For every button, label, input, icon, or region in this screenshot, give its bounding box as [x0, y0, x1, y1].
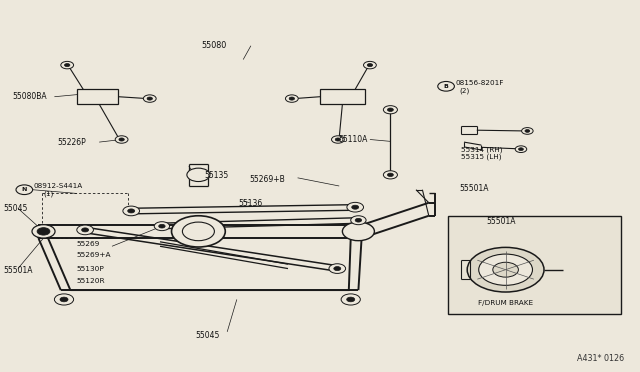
Circle shape: [342, 222, 374, 241]
Text: 55045: 55045: [3, 204, 28, 213]
Text: 55501A: 55501A: [3, 266, 33, 275]
Circle shape: [387, 108, 394, 112]
Circle shape: [387, 173, 394, 177]
Circle shape: [159, 224, 165, 228]
Circle shape: [115, 136, 128, 143]
Text: N: N: [22, 187, 27, 192]
Circle shape: [154, 222, 170, 231]
Circle shape: [172, 216, 225, 247]
Circle shape: [438, 81, 454, 91]
Circle shape: [467, 247, 544, 292]
Circle shape: [383, 106, 397, 114]
Circle shape: [289, 97, 294, 100]
Circle shape: [367, 64, 372, 67]
Text: B: B: [444, 84, 449, 89]
Circle shape: [334, 267, 340, 270]
Bar: [448, 216, 621, 314]
Circle shape: [285, 95, 298, 102]
Circle shape: [37, 228, 50, 235]
Circle shape: [383, 171, 397, 179]
Circle shape: [479, 254, 532, 285]
Circle shape: [123, 206, 140, 216]
Circle shape: [77, 225, 93, 235]
Circle shape: [187, 168, 210, 182]
Text: A431* 0126: A431* 0126: [577, 354, 624, 363]
Circle shape: [515, 146, 527, 153]
Text: 55501A: 55501A: [486, 217, 516, 226]
Text: 08912-S441A: 08912-S441A: [33, 183, 83, 189]
Text: 55315 (LH): 55315 (LH): [461, 154, 501, 160]
Circle shape: [341, 294, 360, 305]
Circle shape: [182, 222, 214, 241]
Circle shape: [351, 216, 366, 225]
Circle shape: [82, 228, 88, 232]
Circle shape: [32, 225, 55, 238]
Circle shape: [525, 129, 530, 132]
Circle shape: [493, 262, 518, 277]
Circle shape: [522, 128, 533, 134]
Circle shape: [128, 209, 134, 213]
Circle shape: [352, 205, 358, 209]
Circle shape: [355, 218, 362, 222]
Text: 55314 (RH): 55314 (RH): [461, 146, 502, 153]
Circle shape: [335, 138, 340, 141]
Circle shape: [329, 264, 346, 273]
Circle shape: [147, 97, 152, 100]
Text: 55269+A: 55269+A: [77, 252, 111, 258]
Circle shape: [60, 297, 68, 302]
Text: (1): (1): [44, 190, 54, 197]
Text: 08156-8201F: 08156-8201F: [456, 80, 504, 86]
Circle shape: [143, 95, 156, 102]
Text: 55120R: 55120R: [77, 278, 106, 284]
Polygon shape: [320, 89, 365, 104]
Circle shape: [347, 202, 364, 212]
Text: 55269: 55269: [77, 241, 100, 247]
Text: 55226P: 55226P: [58, 138, 86, 147]
Circle shape: [16, 185, 33, 195]
Circle shape: [61, 61, 74, 69]
Text: 55135: 55135: [205, 171, 229, 180]
Circle shape: [54, 294, 74, 305]
Text: 55269+B: 55269+B: [250, 175, 285, 184]
Text: F/DRUM BRAKE: F/DRUM BRAKE: [478, 300, 533, 306]
Circle shape: [559, 266, 571, 273]
Circle shape: [518, 148, 524, 151]
Text: 55080BA: 55080BA: [13, 92, 47, 101]
Circle shape: [563, 268, 568, 271]
Text: 55080: 55080: [202, 41, 227, 49]
Circle shape: [332, 136, 344, 143]
Text: 55045: 55045: [195, 331, 220, 340]
Circle shape: [65, 64, 70, 67]
Text: (2): (2): [460, 87, 470, 94]
Polygon shape: [77, 89, 118, 104]
Circle shape: [364, 61, 376, 69]
Text: 55110A: 55110A: [339, 135, 368, 144]
Text: 55501A: 55501A: [460, 185, 489, 193]
Circle shape: [347, 297, 355, 302]
Circle shape: [119, 138, 124, 141]
Text: 55136: 55136: [239, 199, 263, 208]
Text: 55130P: 55130P: [77, 266, 105, 272]
